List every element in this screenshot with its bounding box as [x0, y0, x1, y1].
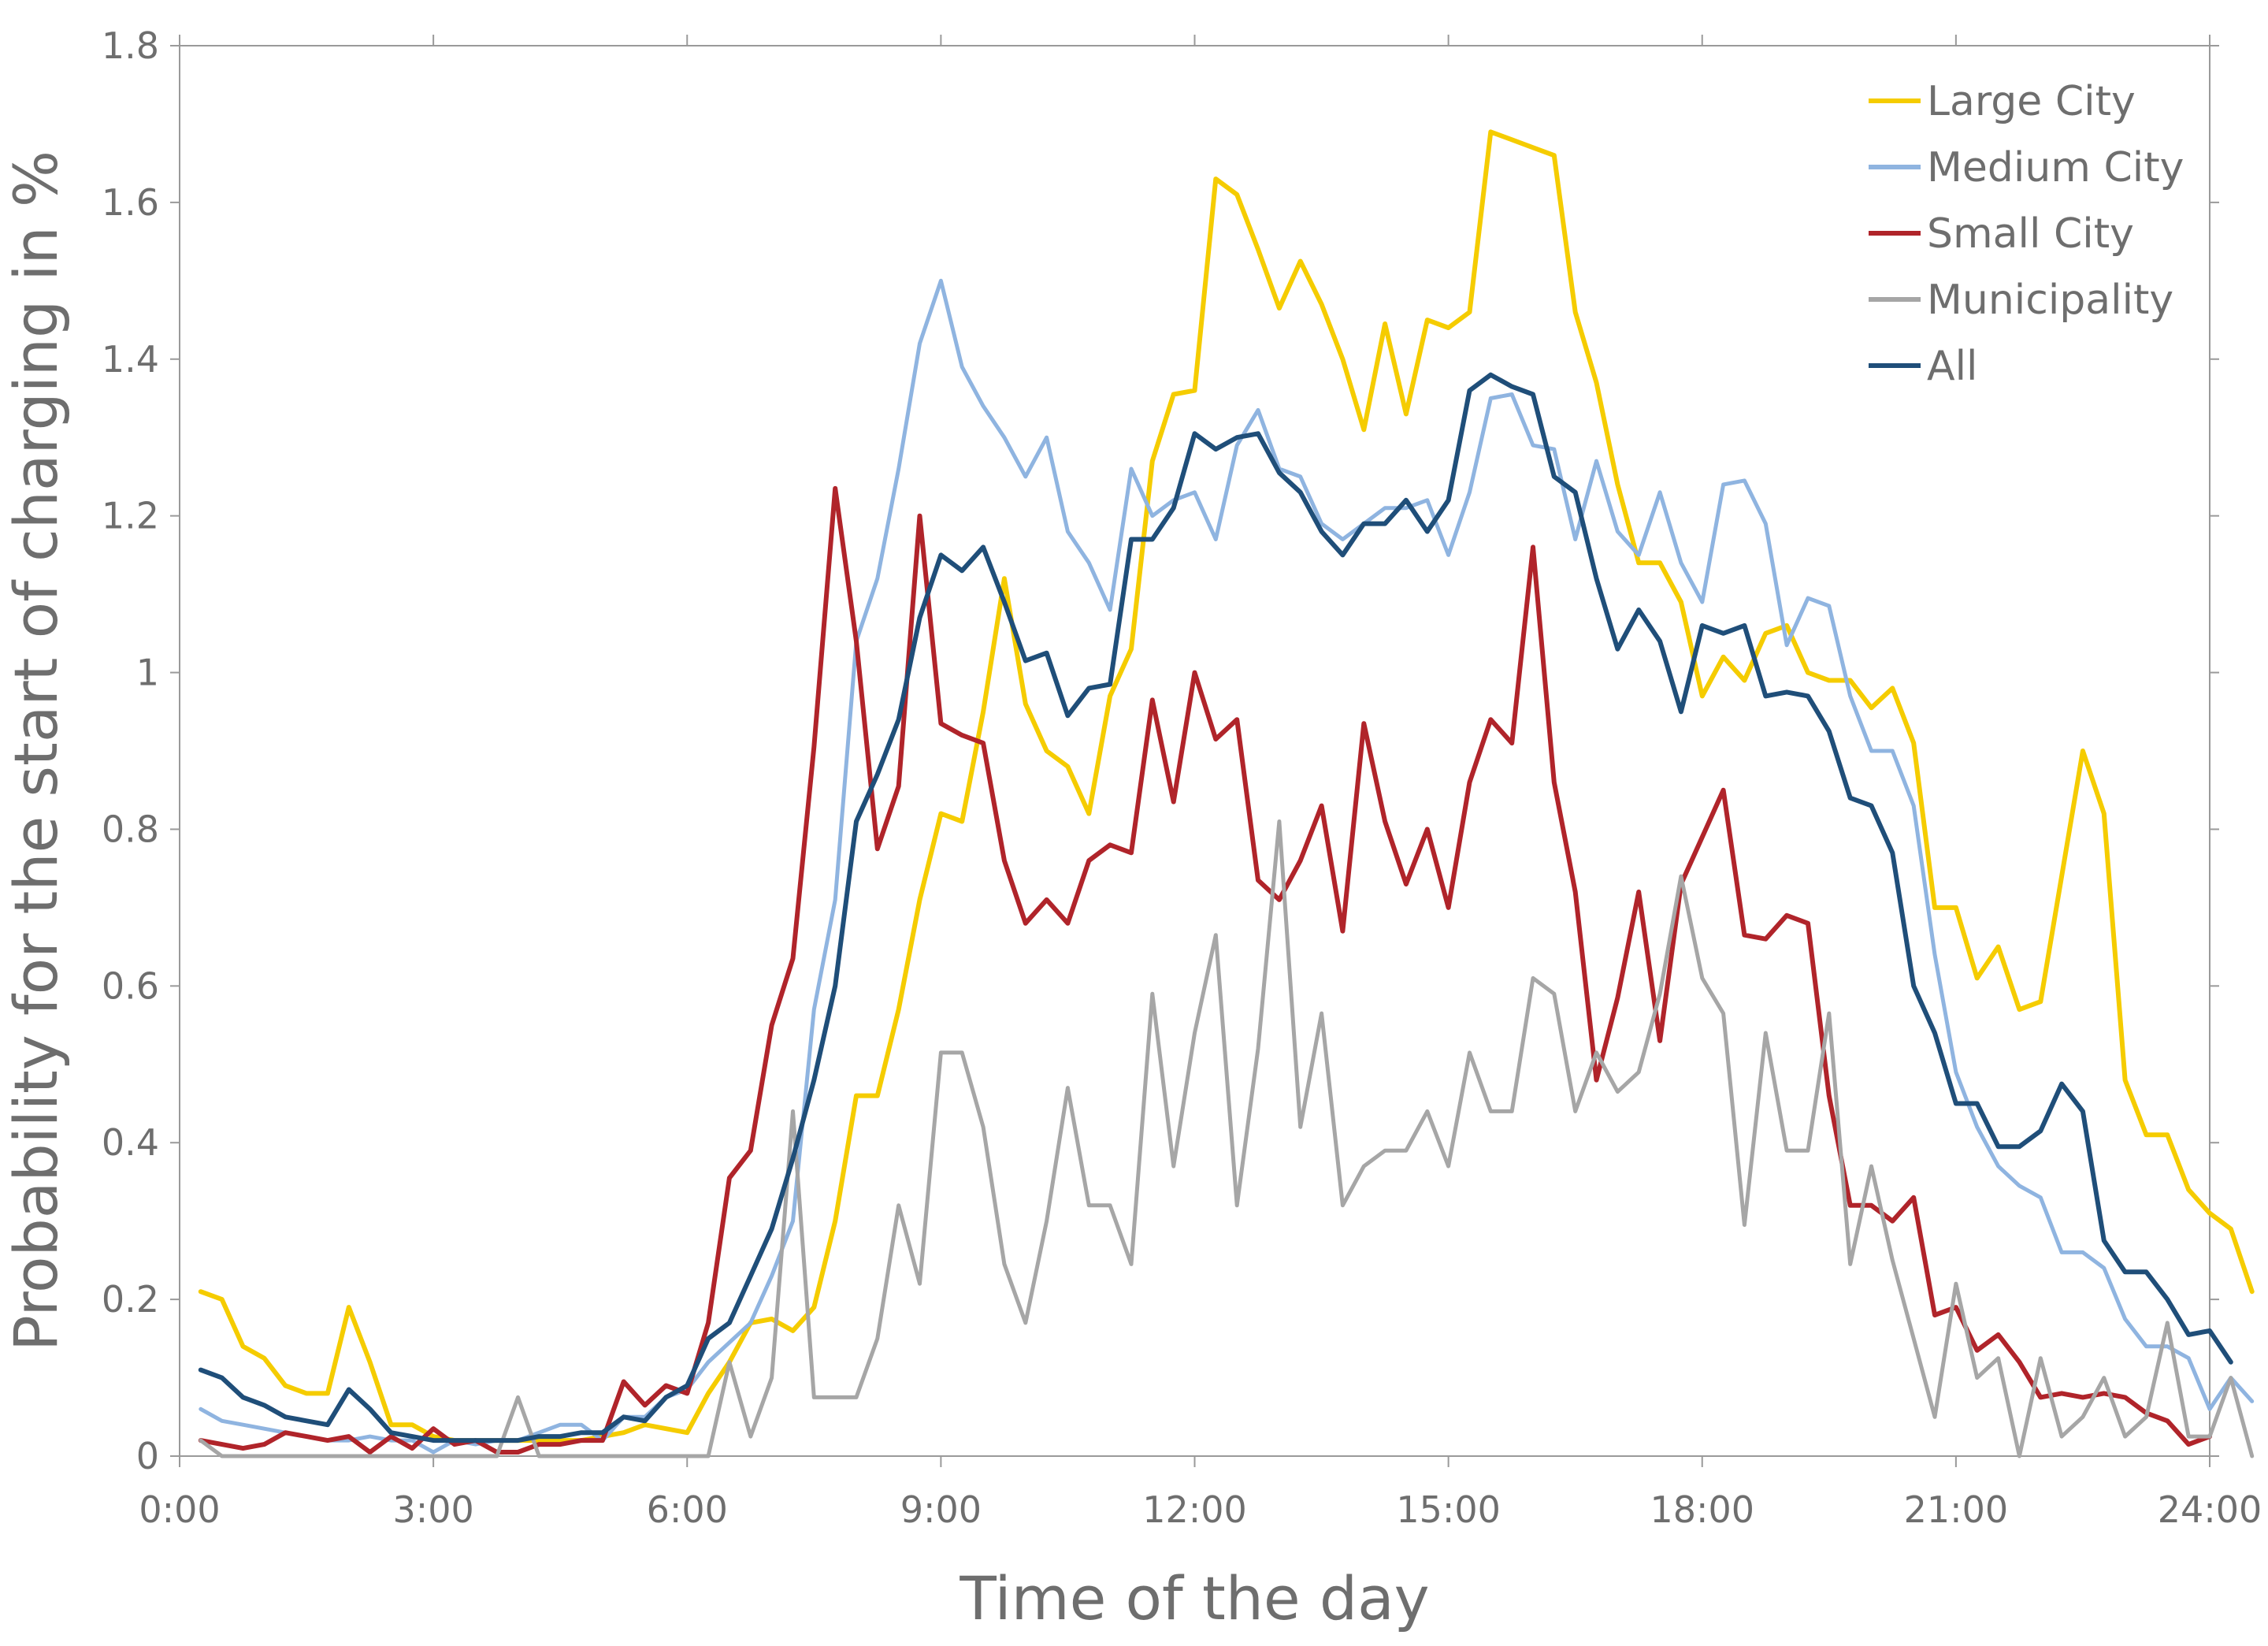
- x-axis-title: Time of the day: [959, 1563, 1429, 1633]
- series-lines: [198, 129, 2255, 1458]
- y-tick-label: 1.4: [102, 338, 159, 381]
- x-tick-label: 6:00: [647, 1488, 728, 1531]
- legend-label-all: All: [1927, 343, 1977, 390]
- y-tick-label: 1.6: [102, 181, 159, 224]
- y-axis: 0 0.2 0.4 0.6 0.8 1 1.2 1.4 1.6 1.8: [102, 24, 2219, 1477]
- x-tick-label: 21:00: [1904, 1488, 2009, 1531]
- series-line-municipality: [199, 819, 2255, 1458]
- legend: Large City Medium City Small City Municipal…: [1869, 78, 2184, 390]
- x-tick-label: 0:00: [139, 1488, 220, 1531]
- x-tick-label: 18:00: [1650, 1488, 1754, 1531]
- x-tick-label: 15:00: [1396, 1488, 1501, 1531]
- y-tick-label: 0.8: [102, 808, 159, 850]
- y-tick-label: 0.2: [102, 1278, 159, 1321]
- x-tick-label: 9:00: [900, 1488, 982, 1531]
- series-line-small-city: [198, 485, 2212, 1455]
- y-axis-title: Probability for the start of charging in…: [1, 150, 71, 1351]
- y-tick-label: 0.6: [102, 964, 159, 1007]
- y-tick-label: 0.4: [102, 1121, 159, 1164]
- plot-border: [179, 45, 2210, 1457]
- x-tick-label: 3:00: [392, 1488, 473, 1531]
- y-tick-label: 1: [136, 652, 159, 694]
- y-tick-label: 1.2: [102, 495, 159, 537]
- y-tick-label: 1.8: [102, 24, 159, 67]
- legend-label-municipality: Municipality: [1927, 277, 2173, 324]
- y-tick-label: 0: [136, 1435, 159, 1477]
- x-tick-label: 24:00: [2158, 1488, 2262, 1531]
- legend-label-small-city: Small City: [1927, 210, 2134, 258]
- legend-label-medium-city: Medium City: [1927, 144, 2184, 191]
- series-line-large-city: [198, 129, 2255, 1444]
- x-axis: 0:00 3:00 6:00 9:00 12:00 15:00 18:00 21:00 24:0…: [139, 35, 2262, 1531]
- x-tick-label: 12:00: [1142, 1488, 1247, 1531]
- series-line-medium-city: [199, 278, 2255, 1455]
- series-line-all: [198, 372, 2233, 1444]
- plot-frame: [179, 45, 2210, 1457]
- legend-label-large-city: Large City: [1927, 78, 2136, 125]
